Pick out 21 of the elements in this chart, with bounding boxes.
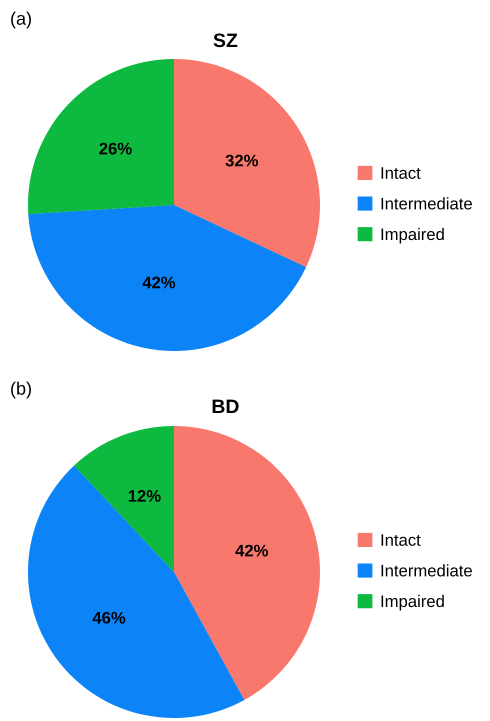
text: (a) [11, 12, 31, 28]
legend-label: Intermediate [382, 197, 472, 210]
legend-label: Impaired [382, 228, 444, 244]
text: (b) [11, 382, 31, 398]
pie-slice [174, 426, 320, 700]
legend-label: Intact [382, 534, 421, 546]
legend-label: Intermediate [382, 564, 472, 577]
chart-title: BD [212, 400, 239, 414]
pie-slice [174, 59, 320, 268]
data-label: 42% [235, 544, 268, 556]
pie-slice [28, 205, 306, 351]
data-label: 26% [99, 142, 132, 155]
legend-label: Impaired [382, 594, 444, 610]
legend-label: Intact [382, 167, 421, 179]
chart-title: SZ [214, 33, 238, 48]
data-label: 12% [128, 490, 161, 502]
data-label: 46% [92, 612, 126, 624]
pie-slice [74, 426, 174, 572]
data-label: 42% [142, 276, 176, 288]
pie-slice [28, 59, 174, 214]
data-label: 32% [226, 154, 258, 166]
